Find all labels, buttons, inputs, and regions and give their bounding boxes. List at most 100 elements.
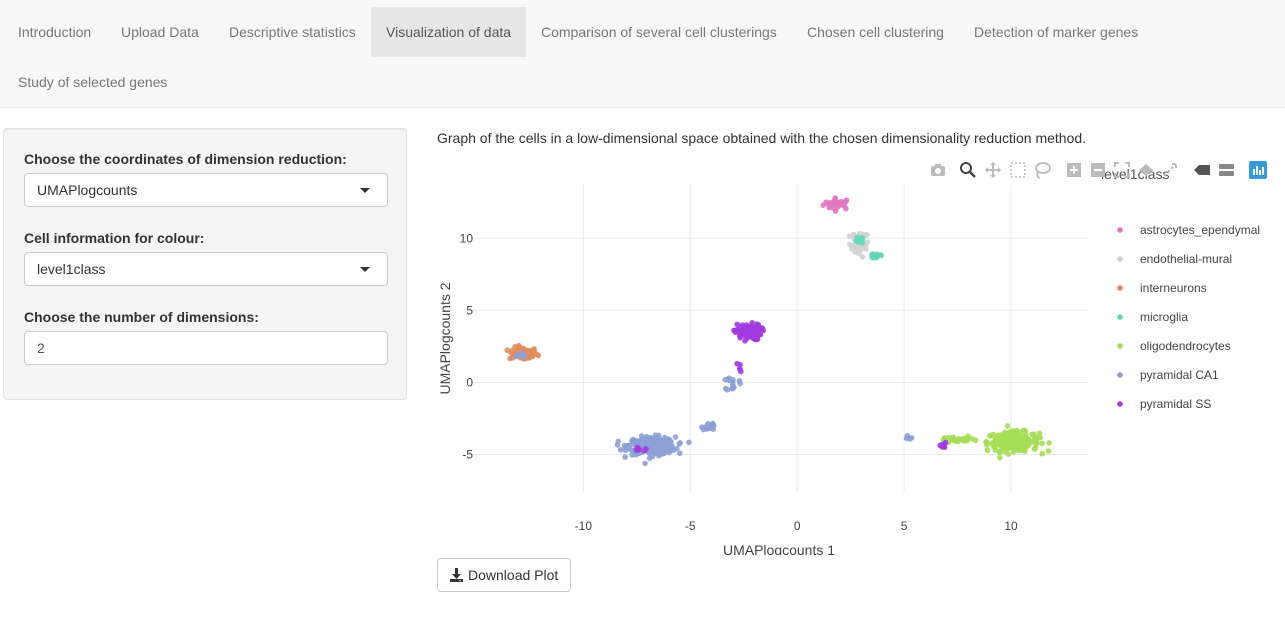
data-point: [989, 441, 996, 448]
data-point: [731, 327, 737, 334]
hover-closest-icon[interactable]: [1192, 160, 1212, 180]
tab-introduction[interactable]: Introduction: [18, 24, 92, 40]
data-point: [855, 239, 862, 246]
data-point: [1017, 447, 1023, 454]
data-point: [649, 441, 656, 448]
data-point: [1039, 450, 1046, 457]
data-point: [1039, 440, 1046, 447]
data-point: [969, 436, 976, 442]
data-point: [655, 435, 662, 441]
data-point: [984, 447, 991, 454]
data-point: [740, 324, 747, 330]
coords-select[interactable]: UMAPlogcounts: [24, 173, 388, 207]
data-point: [942, 439, 949, 446]
data-point: [832, 206, 839, 212]
legend-marker: [1117, 256, 1123, 262]
tab-chosen-cell-clustering[interactable]: Chosen cell clustering: [807, 24, 944, 40]
data-point: [742, 330, 749, 336]
autoscale-icon[interactable]: [1112, 160, 1132, 180]
download-plot-button[interactable]: Download Plot: [437, 558, 571, 592]
zoom-in-icon[interactable]: [1064, 160, 1084, 180]
data-point: [700, 426, 707, 433]
data-point: [1004, 423, 1011, 429]
series-oligodendrocytes: [940, 423, 1052, 461]
plotly-logo-icon[interactable]: [1248, 160, 1268, 180]
data-point: [963, 437, 969, 444]
data-point: [864, 239, 871, 245]
tab-upload-data[interactable]: Upload Data: [121, 24, 199, 40]
scatter-plot[interactable]: -10 -5 0 5 10 -5 0 5 10 UMAPlogcounts 1 UMAPlogcou…: [437, 155, 1282, 555]
data-point: [754, 321, 760, 327]
data-point: [724, 386, 731, 393]
colour-select-value: level1class: [37, 261, 106, 277]
chevron-down-icon: [360, 267, 370, 272]
data-point: [647, 434, 654, 441]
download-icon: [450, 568, 463, 582]
data-point: [614, 442, 621, 448]
colour-label: Cell information for colour:: [24, 230, 205, 246]
legend-marker: [1117, 314, 1123, 320]
y-tick-label: 5: [466, 303, 473, 317]
data-point: [1031, 431, 1037, 437]
data-point: [672, 434, 679, 440]
pan-icon[interactable]: [983, 160, 1003, 180]
hover-compare-icon[interactable]: [1216, 160, 1236, 180]
dims-input[interactable]: [24, 331, 388, 365]
legend-marker: [1117, 401, 1123, 407]
tab-detection-of-marker-genes[interactable]: Detection of marker genes: [974, 24, 1139, 40]
data-point: [746, 325, 753, 331]
spike-lines-icon[interactable]: [1160, 160, 1180, 180]
data-point: [647, 448, 653, 455]
data-point: [1017, 439, 1023, 446]
data-point: [730, 382, 736, 389]
data-point: [1031, 446, 1038, 452]
data-point: [1005, 451, 1011, 457]
data-point: [759, 325, 766, 331]
tab-descriptive-statistics[interactable]: Descriptive statistics: [229, 24, 356, 40]
tab-visualization-of-data[interactable]: Visualization of data: [371, 7, 526, 57]
data-point: [641, 447, 648, 454]
y-tick-label: 10: [460, 231, 474, 245]
zoom-icon[interactable]: [958, 160, 978, 180]
colour-select[interactable]: level1class: [24, 252, 388, 286]
series-microglia: [853, 234, 884, 261]
data-point: [676, 441, 683, 447]
navbar: Introduction Upload Data Descriptive sta…: [0, 0, 1285, 108]
data-point: [997, 454, 1003, 461]
data-point: [666, 447, 673, 453]
x-tick-label: 0: [794, 519, 801, 533]
data-point: [646, 455, 653, 462]
data-point: [1018, 429, 1024, 436]
data-point: [1023, 432, 1029, 439]
data-point: [630, 438, 636, 444]
data-point: [1013, 429, 1020, 436]
series-astrocytes-ependymal: [820, 195, 850, 214]
legend-item: astrocytes_ependymal: [1140, 223, 1260, 237]
data-point: [734, 321, 740, 328]
x-tick-label: -5: [685, 519, 696, 533]
box-select-icon[interactable]: [1008, 160, 1028, 180]
legend-item: oligodendrocytes: [1140, 339, 1231, 353]
camera-icon[interactable]: [928, 160, 948, 180]
data-point: [837, 199, 844, 205]
x-tick-label: -10: [575, 519, 593, 533]
data-point: [1024, 441, 1030, 448]
lasso-icon[interactable]: [1032, 160, 1052, 180]
tab-comparison-of-cell-clusterings[interactable]: Comparison of several cell clusterings: [541, 24, 777, 40]
reset-axes-icon[interactable]: [1136, 160, 1156, 180]
data-point: [858, 235, 865, 241]
data-point: [992, 434, 998, 441]
zoom-out-icon[interactable]: [1088, 160, 1108, 180]
data-point: [1022, 446, 1028, 453]
data-point: [1033, 437, 1040, 444]
y-axis-title: UMAPlogcounts 2: [437, 282, 453, 394]
series-pyramidal-ca1: [513, 350, 915, 467]
data-point: [1046, 440, 1052, 446]
legend-item: endothelial-mural: [1140, 252, 1232, 266]
data-point: [1010, 432, 1017, 439]
data-point: [904, 432, 911, 439]
data-point: [674, 445, 680, 452]
data-point: [737, 366, 743, 372]
tab-study-of-selected-genes[interactable]: Study of selected genes: [18, 74, 168, 90]
legend-marker: [1117, 372, 1123, 378]
